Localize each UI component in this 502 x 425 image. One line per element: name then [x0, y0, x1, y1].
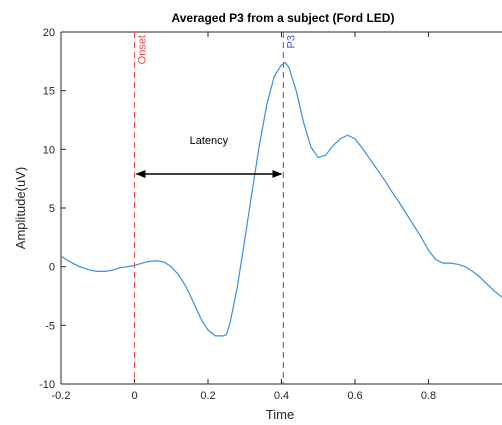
y-tick-label: 20 — [43, 27, 55, 39]
y-tick-label: -10 — [39, 379, 55, 391]
latency-label: Latency — [190, 135, 229, 147]
x-tick-label: 0.2 — [200, 390, 215, 402]
y-tick-label: -5 — [45, 320, 55, 332]
y-tick-label: 5 — [49, 203, 55, 215]
y-tick-label: 0 — [49, 262, 55, 274]
x-tick-label: 0.8 — [421, 390, 436, 402]
y-axis-label: Amplitude(uV) — [13, 167, 28, 249]
y-tick-label: 10 — [43, 144, 55, 156]
x-tick-label: 0 — [131, 390, 137, 402]
onset-label: Onset — [137, 35, 149, 64]
x-tick-label: -0.2 — [52, 390, 71, 402]
plot-area: -0.2 0 0.2 0.4 0.6 0.8 -10 -5 0 5 10 15 20 Onset P3 Lat… — [39, 27, 502, 402]
chart-title: Averaged P3 from a subject (Ford LED) — [172, 11, 395, 25]
x-axis-label: Time — [266, 407, 294, 422]
series-line — [60, 61, 502, 337]
y-tick-label: 15 — [43, 86, 55, 98]
p3-label: P3 — [285, 35, 297, 48]
x-tick-label: 0.4 — [274, 390, 289, 402]
x-tick-label: 0.6 — [347, 390, 362, 402]
